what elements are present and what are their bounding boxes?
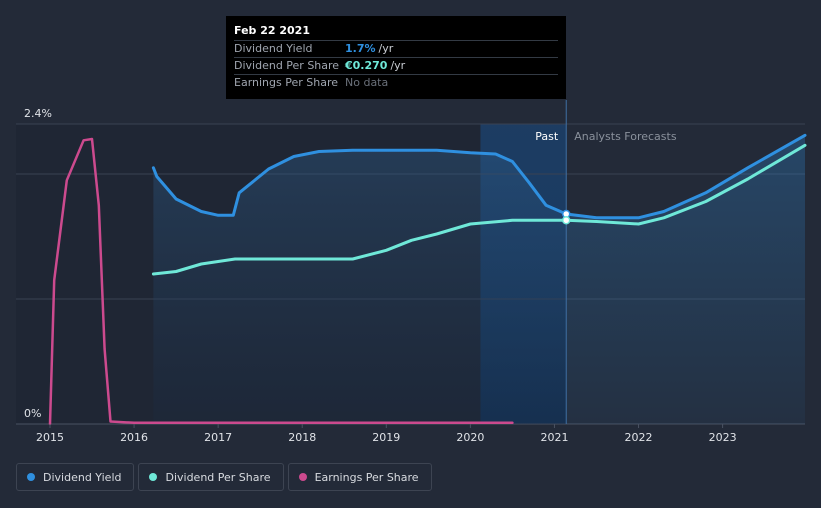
tooltip-row-earnings-per-share: Earnings Per Share No data bbox=[234, 74, 558, 91]
tooltip-label: Dividend Yield bbox=[234, 42, 313, 55]
tooltip-unit: /yr bbox=[390, 59, 406, 72]
x-tick-label: 2020 bbox=[456, 431, 484, 444]
earnings-per-share-line bbox=[48, 137, 514, 426]
chart-legend: Dividend Yield Dividend Per Share Earnin… bbox=[16, 463, 432, 491]
x-tick-label: 2018 bbox=[288, 431, 316, 444]
hover-tooltip: Feb 22 2021 Dividend Yield 1.7% /yr Divi… bbox=[226, 16, 566, 99]
x-tick-label: 2016 bbox=[120, 431, 148, 444]
x-tick-label: 2022 bbox=[625, 431, 653, 444]
x-tick-label: 2021 bbox=[540, 431, 568, 444]
dividend-yield-area-past bbox=[153, 150, 567, 425]
legend-item-dividend-yield[interactable]: Dividend Yield bbox=[16, 463, 135, 491]
forecast-label: Analysts Forecasts bbox=[574, 130, 677, 143]
tooltip-label: Dividend Per Share bbox=[234, 59, 340, 72]
legend-item-dividend-per-share[interactable]: Dividend Per Share bbox=[138, 463, 284, 491]
legend-item-earnings-per-share[interactable]: Earnings Per Share bbox=[287, 463, 432, 491]
x-tick-label: 2015 bbox=[36, 431, 64, 444]
past-label: Past bbox=[535, 130, 559, 143]
tooltip-value: No data bbox=[345, 76, 389, 89]
y-tick-label: 0% bbox=[24, 407, 41, 420]
tooltip-value: 1.7% bbox=[345, 42, 376, 55]
tooltip-label: Earnings Per Share bbox=[234, 76, 339, 89]
tooltip-unit: /yr bbox=[378, 42, 394, 55]
dividend-yield-line bbox=[151, 133, 807, 220]
x-tick-label: 2017 bbox=[204, 431, 232, 444]
legend-label: Dividend Per Share bbox=[165, 470, 271, 484]
dividend-per-share-line bbox=[151, 143, 807, 276]
tooltip-value: €0.270 bbox=[345, 59, 388, 72]
legend-label: Dividend Yield bbox=[43, 470, 122, 484]
legend-dot-icon bbox=[149, 473, 158, 481]
dividend-per-share-marker bbox=[561, 216, 571, 225]
legend-label: Earnings Per Share bbox=[314, 470, 419, 484]
x-tick-label: 2023 bbox=[709, 431, 737, 444]
tooltip-date: Feb 22 2021 bbox=[234, 24, 310, 37]
y-tick-label: 2.4% bbox=[24, 107, 52, 120]
legend-dot-icon bbox=[27, 473, 35, 481]
tooltip-row-dividend-per-share: Dividend Per Share €0.270 /yr bbox=[234, 57, 558, 74]
dividend-yield-area-forecast bbox=[566, 135, 805, 425]
x-tick-label: 2019 bbox=[372, 431, 400, 444]
tooltip-row-dividend-yield: Dividend Yield 1.7% /yr bbox=[234, 40, 558, 57]
legend-dot-icon bbox=[298, 473, 307, 481]
